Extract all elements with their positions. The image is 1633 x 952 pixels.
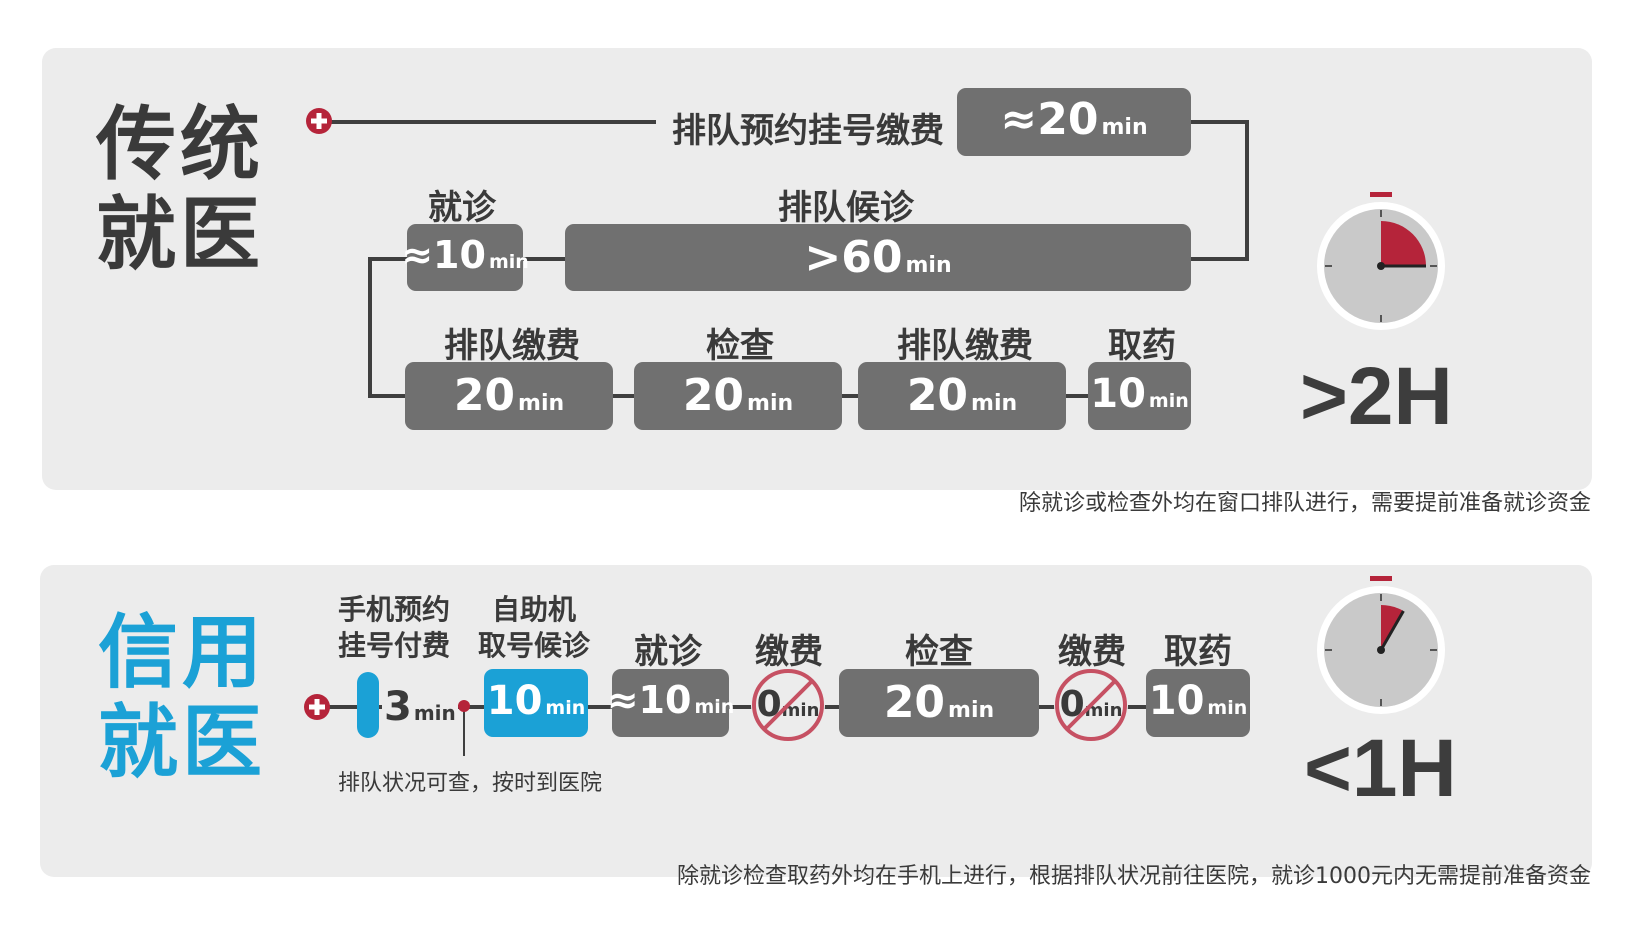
stopwatch-icon (1317, 192, 1445, 330)
credit-title: 信用 就医 (98, 608, 266, 788)
time-box-pharmacy: 10 min (1088, 362, 1191, 430)
time-value: 20 (906, 370, 969, 421)
medical-cross-icon (306, 108, 332, 134)
credit-title-line1: 信用 (98, 606, 266, 699)
time-value: ≈20 (1000, 94, 1099, 145)
step-label-waiting: 排队候诊 (778, 188, 914, 228)
time-box-consultation: ≈10 min (401, 224, 529, 291)
time-unit: min (1101, 115, 1148, 140)
time-box-consultation: ≈10 min (607, 669, 734, 737)
footnote: 除就诊检查取药外均在手机上进行，根据排队状况前往医院，就诊1000元内无需提前准… (677, 864, 1591, 889)
step-label-consultation: 就诊 (634, 632, 702, 672)
step-label-payment: 排队缴费 (444, 326, 580, 366)
time-unit: min (488, 251, 529, 273)
medical-cross-icon (304, 694, 330, 720)
time-unit: min (545, 697, 586, 719)
label-line: 手机预约 (338, 593, 451, 626)
zero-time-payment: 0min (1054, 668, 1128, 742)
step-label-pharmacy: 取药 (1164, 632, 1232, 672)
step-label-registration: 排队预约挂号缴费 (672, 111, 944, 151)
connector-line (368, 257, 408, 261)
connector-line (368, 394, 408, 398)
time-value: ≈10 (606, 678, 692, 722)
time-value: 20 (682, 370, 745, 421)
time-box-pharmacy: 10 min (1146, 669, 1250, 737)
step-label-examination: 检查 (905, 632, 973, 672)
time-unit: min (948, 698, 995, 723)
time-unit: min (1207, 697, 1248, 719)
step-label-examination: 检查 (706, 326, 774, 366)
time-value: 3 (384, 684, 412, 730)
total-time: >2H (1300, 351, 1453, 442)
step-label-payment: 缴费 (755, 632, 823, 672)
time-box-kiosk: 10 min (484, 669, 588, 737)
time-box-examination: 20 min (839, 669, 1039, 737)
time-unit: min (747, 391, 794, 416)
marker-stem (463, 706, 465, 756)
connector-line (1190, 120, 1248, 124)
zero-time-payment: 0min (751, 668, 825, 742)
time-unit: min (518, 391, 565, 416)
time-box-registration: ≈20 min (957, 88, 1191, 156)
time-label: 0min (1054, 684, 1128, 725)
connector-line (320, 120, 656, 124)
footnote: 除就诊或检查外均在窗口排队进行，需要提前准备就诊资金 (1018, 491, 1591, 516)
time-unit: min (413, 701, 456, 725)
connector-line (522, 257, 566, 261)
connector-line (612, 394, 636, 398)
label-line: 取号候诊 (478, 629, 591, 662)
label-line: 自助机 (492, 593, 577, 626)
step-label-kiosk: 自助机 取号候诊 (478, 592, 590, 664)
label-line: 挂号付费 (338, 629, 451, 662)
time-value: 10 (1090, 371, 1146, 417)
time-unit: min (694, 696, 735, 718)
time-box-examination: 20 min (634, 362, 842, 430)
time-value: 20 (883, 677, 946, 728)
progress-pill (357, 672, 379, 738)
time-unit: min (781, 700, 820, 721)
step-label-consultation: 就诊 (428, 188, 496, 228)
connector-line (840, 394, 860, 398)
time-box-waiting: >60 min (565, 224, 1191, 291)
time-unit: min (971, 391, 1018, 416)
time-value: ≈10 (401, 233, 486, 277)
step-label-payment: 缴费 (1058, 632, 1126, 672)
time-label: 0min (751, 684, 825, 725)
time-unit: min (1084, 700, 1123, 721)
time-value: 20 (453, 370, 516, 421)
time-value: 10 (486, 678, 543, 724)
step-label-payment: 排队缴费 (897, 326, 1033, 366)
connector-line (1064, 394, 1090, 398)
prohibited-icon (752, 669, 824, 741)
time-box-payment: 20 min (858, 362, 1066, 430)
step-label-mobile-booking: 手机预约 挂号付费 (338, 592, 450, 664)
time-value-mobile: 3 min (382, 684, 458, 730)
step-label-pharmacy: 取药 (1108, 326, 1176, 366)
traditional-title-line1: 传统 (96, 98, 264, 191)
connector-line (1190, 257, 1249, 261)
time-value: >60 (804, 232, 903, 283)
time-value: 10 (1148, 678, 1205, 724)
marker-dot (458, 700, 470, 712)
credit-title-line2: 就医 (98, 696, 266, 789)
stopwatch-icon (1317, 576, 1445, 714)
total-time: <1H (1304, 723, 1457, 814)
prohibited-icon (1055, 669, 1127, 741)
time-unit: min (905, 253, 952, 278)
traditional-title-line2: 就医 (96, 188, 264, 281)
time-box-payment: 20 min (405, 362, 613, 430)
connector-line (1245, 120, 1249, 260)
marker-note: 排队状况可查，按时到医院 (338, 771, 603, 796)
traditional-title: 传统 就医 (96, 100, 264, 280)
connector-line (368, 257, 372, 397)
time-unit: min (1148, 390, 1189, 412)
